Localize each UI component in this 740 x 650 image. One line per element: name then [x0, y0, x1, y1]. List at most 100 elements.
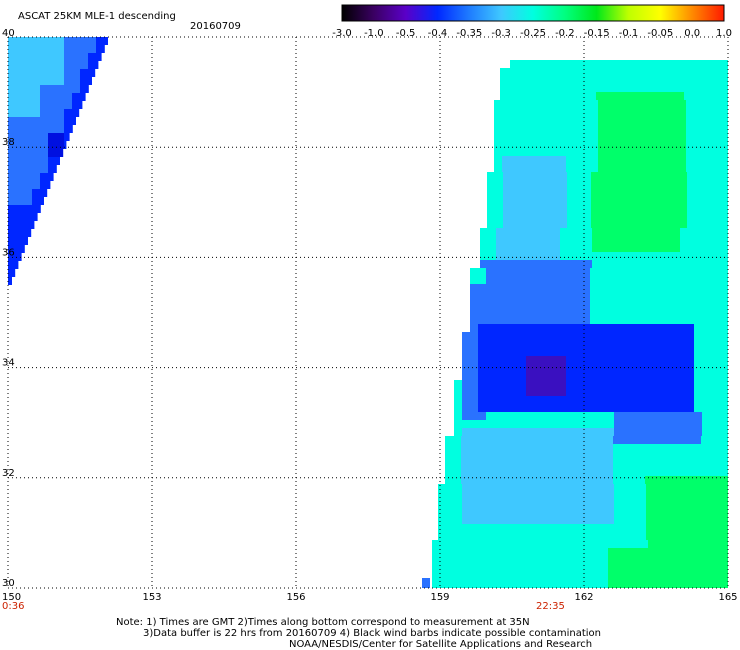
- data-cell: [686, 60, 694, 68]
- data-cell: [518, 412, 526, 420]
- colorbar-tick-label: -0.35: [456, 28, 482, 39]
- data-cell: [589, 444, 597, 452]
- data-cell: [726, 508, 728, 516]
- data-cell: [647, 172, 655, 180]
- data-cell: [542, 388, 550, 396]
- data-cell: [24, 45, 32, 53]
- data-cell: [549, 460, 557, 468]
- data-cell: [638, 372, 646, 380]
- data-cell: [614, 316, 622, 324]
- data-cell: [472, 548, 480, 556]
- data-cell: [598, 420, 606, 428]
- data-cell: [590, 372, 598, 380]
- data-cell: [607, 212, 615, 220]
- data-cell: [606, 100, 614, 108]
- data-cell: [440, 548, 448, 556]
- data-cell: [613, 468, 621, 476]
- data-cell: [510, 284, 518, 292]
- data-cell: [542, 508, 550, 516]
- data-cell: [620, 92, 628, 100]
- data-cell: [646, 284, 654, 292]
- data-cell: [453, 444, 461, 452]
- data-cell: [454, 500, 462, 508]
- data-cell: [501, 436, 509, 444]
- data-cell: [628, 92, 636, 100]
- data-cell: [604, 92, 612, 100]
- data-cell: [623, 204, 631, 212]
- data-cell: [606, 292, 614, 300]
- data-cell: [638, 492, 646, 500]
- data-cell: [687, 196, 695, 204]
- data-cell: [550, 372, 558, 380]
- data-cell: [638, 516, 646, 524]
- data-cell: [646, 340, 654, 348]
- data-cell: [716, 76, 724, 84]
- data-cell: [469, 452, 477, 460]
- data-cell: [551, 180, 559, 188]
- data-cell: [630, 532, 638, 540]
- data-cell: [622, 348, 630, 356]
- colorbar-frame: [341, 4, 725, 22]
- data-cell: [556, 76, 564, 84]
- data-cell: [566, 268, 574, 276]
- data-cell: [712, 244, 720, 252]
- data-cell: [720, 580, 728, 588]
- data-cell: [701, 476, 709, 484]
- data-cell: [584, 260, 592, 268]
- data-cell: [543, 212, 551, 220]
- data-cell: [598, 324, 606, 332]
- data-cell: [512, 564, 520, 572]
- data-cell: [574, 372, 582, 380]
- data-cell: [702, 292, 710, 300]
- data-cell: [670, 116, 678, 124]
- data-cell: [470, 508, 478, 516]
- data-cell: [478, 324, 486, 332]
- data-cell: [630, 428, 638, 436]
- data-cell: [512, 580, 520, 588]
- data-cell: [710, 124, 718, 132]
- data-cell: [663, 172, 671, 180]
- data-cell: [662, 108, 670, 116]
- data-cell: [614, 380, 622, 388]
- data-cell: [692, 68, 700, 76]
- data-cell: [462, 404, 470, 412]
- data-cell: [663, 180, 671, 188]
- data-cell: [542, 284, 550, 292]
- data-cell: [686, 380, 694, 388]
- data-cell: [8, 141, 16, 149]
- data-cell: [574, 140, 582, 148]
- data-cell: [694, 60, 702, 68]
- data-cell: [40, 165, 48, 173]
- data-cell: [599, 172, 607, 180]
- data-cell: [615, 172, 623, 180]
- data-cell: [478, 524, 486, 532]
- data-cell: [40, 93, 48, 101]
- data-cell: [614, 396, 622, 404]
- data-cell: [542, 500, 550, 508]
- data-cell: [40, 69, 48, 77]
- data-cell: [640, 540, 648, 548]
- data-cell: [670, 396, 678, 404]
- data-cell: [646, 156, 654, 164]
- data-cell: [638, 300, 646, 308]
- colorbar-tick-label: -0.5: [396, 28, 416, 39]
- data-cell: [679, 172, 687, 180]
- data-cell: [598, 148, 606, 156]
- data-cell: [696, 548, 704, 556]
- data-cell: [652, 92, 660, 100]
- data-cell: [638, 164, 646, 172]
- data-cell: [616, 540, 624, 548]
- data-cell: [504, 236, 512, 244]
- data-cell: [582, 508, 590, 516]
- data-cell: [518, 508, 526, 516]
- data-cell: [575, 220, 583, 228]
- data-cell: [684, 92, 692, 100]
- data-cell: [606, 148, 614, 156]
- data-cell: [478, 380, 486, 388]
- data-cell: [552, 252, 560, 260]
- data-cell: [631, 180, 639, 188]
- data-cell: [654, 484, 662, 492]
- data-cell: [542, 60, 550, 68]
- data-cell: [622, 316, 630, 324]
